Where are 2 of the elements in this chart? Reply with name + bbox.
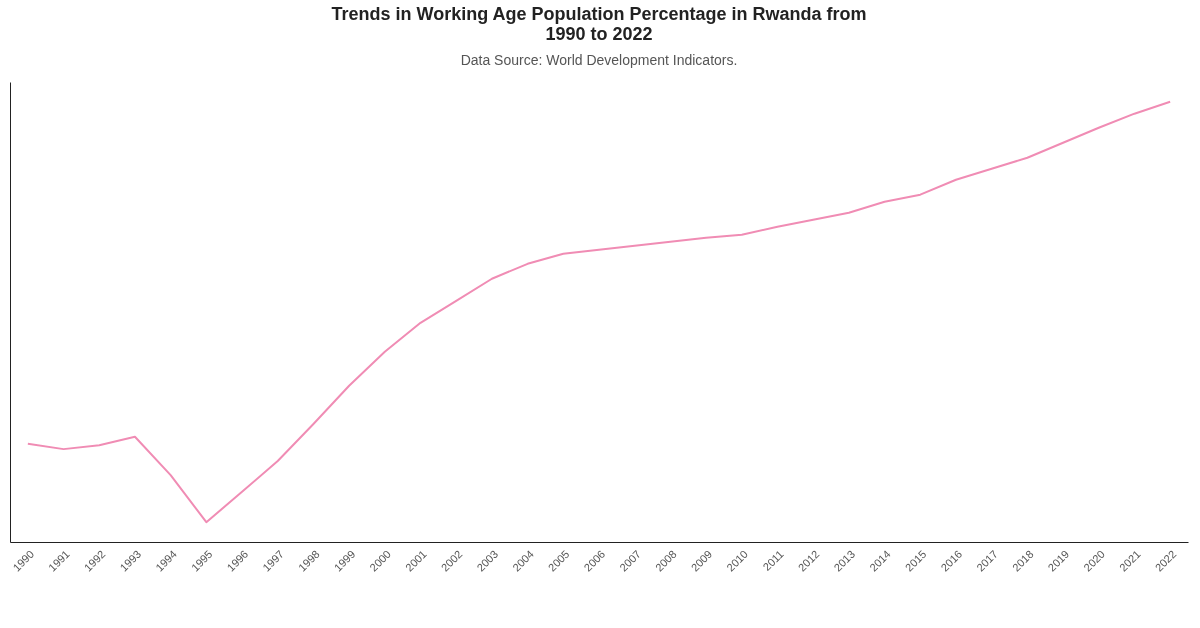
chart-title: Trends in Working Age Population Percentage in Rwanda from 1990 to 2022 <box>331 4 867 44</box>
chart-subtitle: Data Source: World Development Indicators. <box>460 52 738 68</box>
